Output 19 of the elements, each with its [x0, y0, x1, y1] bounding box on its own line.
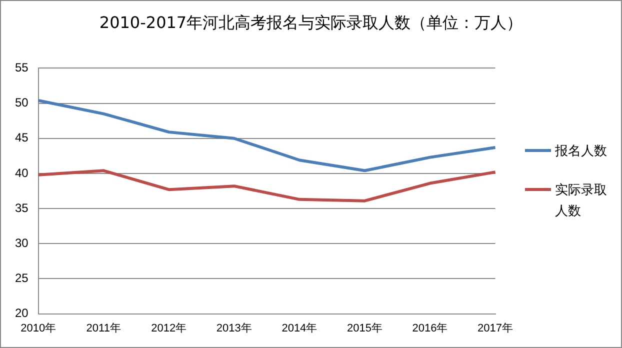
y-tick-label: 55 — [14, 60, 29, 75]
y-tick-label: 35 — [14, 200, 29, 215]
x-tick-label: 2017年 — [478, 322, 514, 334]
y-tick-label: 20 — [14, 306, 29, 320]
x-tick-label: 2016年 — [412, 322, 448, 334]
y-tick-label: 30 — [14, 236, 29, 250]
chart-title: 2010-2017年河北高考报名与实际录取人数（单位：万人） — [98, 13, 524, 34]
legend-label: 报名人数 — [555, 143, 608, 161]
x-tick-label: 2015年 — [346, 322, 382, 334]
y-tick-label: 25 — [14, 271, 29, 286]
y-tick-label: 40 — [14, 166, 29, 180]
x-tick-label: 2013年 — [216, 322, 252, 334]
x-tick-label: 2012年 — [151, 322, 187, 334]
x-tick-label: 2010年 — [20, 322, 56, 334]
y-tick-label: 50 — [14, 96, 29, 110]
legend-label: 实际录取人数 — [555, 182, 608, 221]
x-tick-label: 2014年 — [282, 322, 318, 334]
y-tick-label: 45 — [14, 130, 29, 145]
x-tick-label: 2011年 — [86, 322, 121, 334]
